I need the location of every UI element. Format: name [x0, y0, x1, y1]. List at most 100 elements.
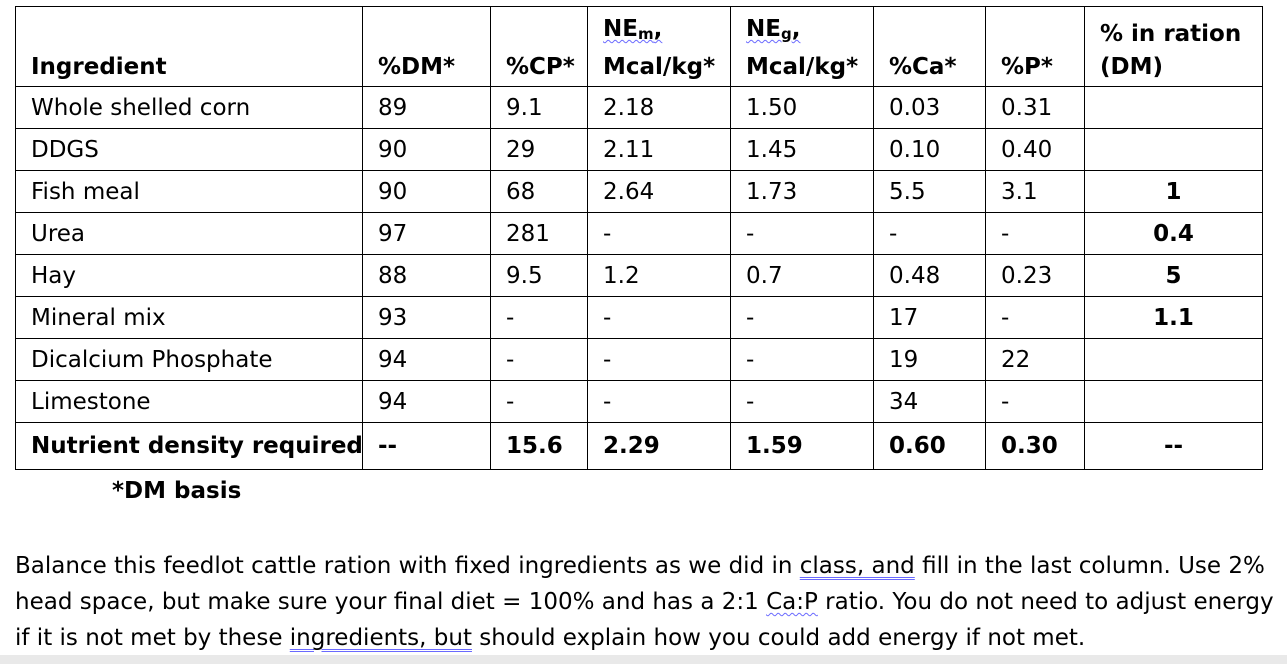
instructions-text-7: should explain how you could add energy …: [471, 625, 1086, 651]
cell-nem: -: [587, 380, 731, 423]
cell-neg: 1.50: [730, 86, 874, 129]
cell-nem: -: [587, 212, 731, 255]
cell-ingredient: Mineral mix: [15, 296, 363, 339]
table-row: Whole shelled corn 89 9.1 2.18 1.50 0.03…: [15, 86, 1263, 129]
instructions-text-6: ingredients, but: [289, 625, 472, 651]
cell-ration[interactable]: [1084, 128, 1263, 171]
instructions-text-4: Ca:P: [766, 589, 818, 615]
header-nem-units: Mcal/kg*: [603, 54, 716, 80]
cell-cp: -: [490, 338, 588, 381]
cell-cp: 9.1: [490, 86, 588, 129]
header-neg-suffix: ,: [791, 16, 801, 42]
cell-dm: 89: [362, 86, 491, 129]
header-nem-term: NEm,: [603, 16, 663, 43]
cell-ration[interactable]: [1084, 338, 1263, 381]
header-ration-line2: (DM): [1100, 54, 1164, 80]
cell-ca: 19: [873, 338, 986, 381]
required-ca: 0.60: [873, 422, 986, 470]
cell-p: 0.40: [985, 128, 1085, 171]
cell-nem: 1.2: [587, 254, 731, 297]
cell-dm: 94: [362, 380, 491, 423]
cell-ration[interactable]: 0.4: [1084, 212, 1263, 255]
cell-dm: 90: [362, 170, 491, 213]
header-ration: % in ration (DM): [1084, 6, 1263, 87]
required-nem: 2.29: [587, 422, 731, 470]
cell-ration[interactable]: 1.1: [1084, 296, 1263, 339]
cell-ingredient: Urea: [15, 212, 363, 255]
cell-nem: 2.18: [587, 86, 731, 129]
cell-nem: 2.11: [587, 128, 731, 171]
cell-ration[interactable]: [1084, 86, 1263, 129]
ration-table: Ingredient %DM* %CP* NEm, Mcal/kg* NEg, …: [15, 6, 1263, 470]
cell-ca: 0.48: [873, 254, 986, 297]
header-neg-term: NEg,: [746, 16, 801, 43]
cell-ingredient: Fish meal: [15, 170, 363, 213]
header-p: %P*: [985, 6, 1085, 87]
header-nem-sub: m: [637, 25, 654, 43]
bottom-scroll-edge: [0, 655, 1287, 664]
header-neg-prefix: NE: [746, 16, 781, 42]
table-row: Dicalcium Phosphate 94 - - - 19 22: [15, 338, 1263, 381]
instructions-text-1: Balance this feedlot cattle ration with …: [15, 553, 800, 579]
header-ingredient: Ingredient: [15, 6, 363, 87]
required-p: 0.30: [985, 422, 1085, 470]
header-neg-units: Mcal/kg*: [746, 54, 859, 80]
instructions-text-5: ratio. You do not need to adjust energy …: [15, 589, 1274, 651]
cell-ingredient: DDGS: [15, 128, 363, 171]
cell-ca: 0.03: [873, 86, 986, 129]
cell-ingredient: Limestone: [15, 380, 363, 423]
cell-neg: -: [730, 380, 874, 423]
required-cp: 15.6: [490, 422, 588, 470]
cell-p: 22: [985, 338, 1085, 381]
header-ca: %Ca*: [873, 6, 986, 87]
header-nem-prefix: NE: [603, 16, 638, 42]
cell-ca: 0.10: [873, 128, 986, 171]
cell-p: -: [985, 380, 1085, 423]
required-ration: --: [1084, 422, 1263, 470]
cell-nem: 2.64: [587, 170, 731, 213]
cell-dm: 94: [362, 338, 491, 381]
required-row: Nutrient density required -- 15.6 2.29 1…: [15, 422, 1263, 470]
cell-ingredient: Whole shelled corn: [15, 86, 363, 129]
cell-neg: 1.45: [730, 128, 874, 171]
footnote: *DM basis: [112, 478, 242, 504]
cell-ingredient: Dicalcium Phosphate: [15, 338, 363, 381]
header-nem-suffix: ,: [653, 16, 663, 42]
cell-ca: 34: [873, 380, 986, 423]
cell-ration[interactable]: 1: [1084, 170, 1263, 213]
cell-ca: -: [873, 212, 986, 255]
cell-ingredient: Hay: [15, 254, 363, 297]
cell-nem: -: [587, 296, 731, 339]
header-dm: %DM*: [362, 6, 491, 87]
cell-cp: -: [490, 296, 588, 339]
required-label: Nutrient density required: [15, 422, 363, 470]
instructions-paragraph: Balance this feedlot cattle ration with …: [15, 548, 1275, 656]
cell-p: 3.1: [985, 170, 1085, 213]
table-row: DDGS 90 29 2.11 1.45 0.10 0.40: [15, 128, 1263, 171]
cell-nem: -: [587, 338, 731, 381]
header-ration-line1: % in ration: [1100, 21, 1242, 47]
cell-dm: 97: [362, 212, 491, 255]
header-nem: NEm, Mcal/kg*: [587, 6, 731, 87]
header-neg-sub: g: [780, 25, 792, 43]
cell-ration[interactable]: [1084, 380, 1263, 423]
cell-neg: 0.7: [730, 254, 874, 297]
cell-cp: 68: [490, 170, 588, 213]
cell-cp: 9.5: [490, 254, 588, 297]
cell-ration[interactable]: 5: [1084, 254, 1263, 297]
cell-neg: 1.73: [730, 170, 874, 213]
cell-ca: 17: [873, 296, 986, 339]
instructions-text-3: fill in the last column. Use 2% head spa…: [15, 553, 1265, 615]
cell-cp: 281: [490, 212, 588, 255]
cell-dm: 88: [362, 254, 491, 297]
table-row: Fish meal 90 68 2.64 1.73 5.5 3.1 1: [15, 170, 1263, 213]
required-dm: --: [362, 422, 491, 470]
cell-cp: -: [490, 380, 588, 423]
cell-dm: 90: [362, 128, 491, 171]
cell-neg: -: [730, 212, 874, 255]
cell-neg: -: [730, 338, 874, 381]
cell-p: -: [985, 212, 1085, 255]
table-header-row: Ingredient %DM* %CP* NEm, Mcal/kg* NEg, …: [15, 6, 1263, 87]
cell-dm: 93: [362, 296, 491, 339]
